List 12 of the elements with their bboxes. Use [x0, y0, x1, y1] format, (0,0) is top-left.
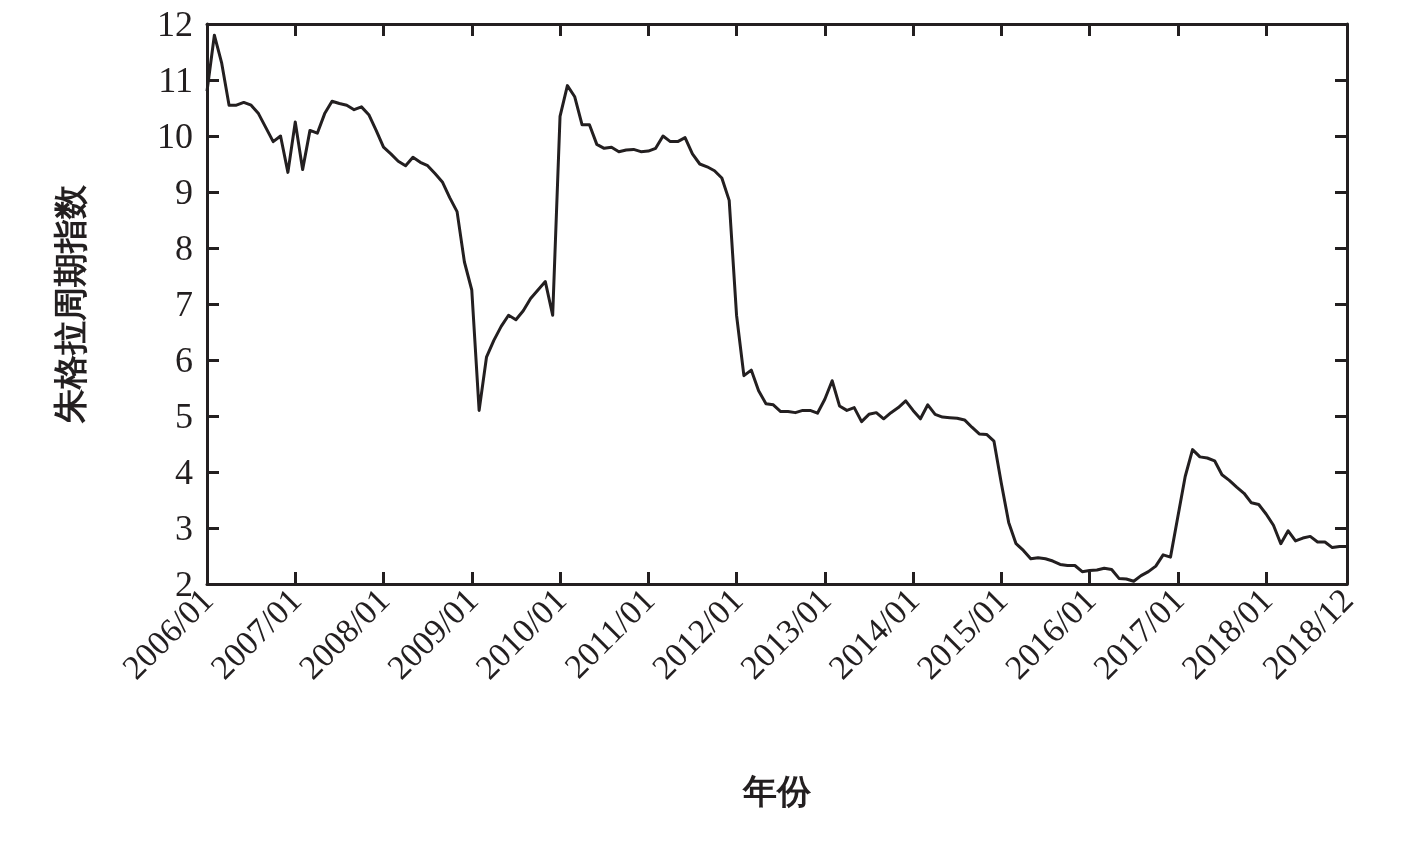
- y-tick-label: 4: [175, 452, 193, 492]
- y-tick-label: 10: [157, 116, 193, 156]
- y-tick-label: 5: [175, 396, 193, 436]
- y-tick-label: 7: [175, 284, 193, 324]
- y-tick-label: 6: [175, 340, 193, 380]
- y-tick-label: 11: [158, 60, 193, 100]
- y-tick-label: 8: [175, 228, 193, 268]
- x-axis-title: 年份: [742, 771, 812, 811]
- y-tick-label: 9: [175, 172, 193, 212]
- y-axis-title: 朱格拉周期指数: [50, 184, 90, 424]
- y-tick-label: 3: [175, 508, 193, 548]
- y-tick-label: 12: [157, 4, 193, 44]
